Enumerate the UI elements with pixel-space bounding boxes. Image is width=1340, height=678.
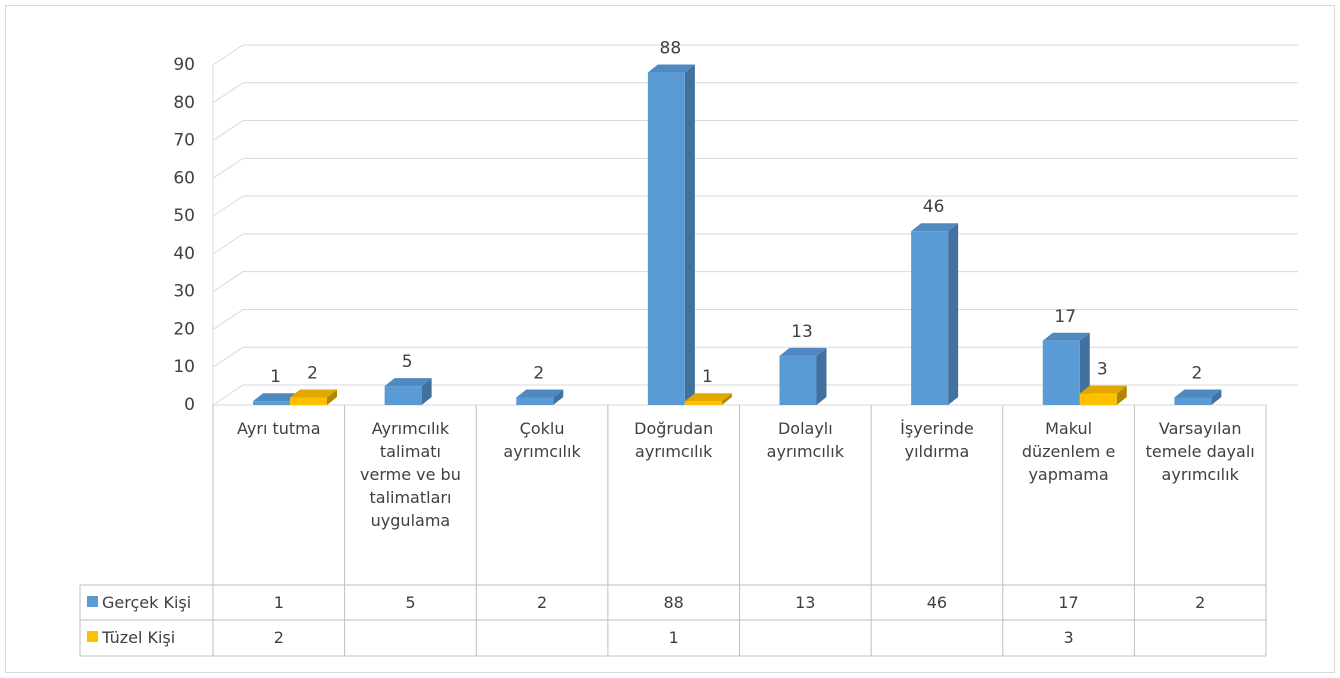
bar-side	[421, 378, 432, 405]
y-tick-label: 80	[173, 93, 195, 113]
grid-line	[212, 157, 1298, 179]
grid-line	[212, 233, 1298, 255]
bar-side	[1211, 389, 1222, 405]
grid-line	[212, 44, 1298, 66]
y-tick-label: 40	[173, 244, 195, 264]
bar-top	[911, 223, 959, 232]
x-tick-label: Varsayılan temele dayalı ayrımcılık	[1145, 419, 1255, 484]
bar	[647, 72, 685, 406]
bar	[1174, 397, 1212, 405]
bar-side	[948, 223, 959, 405]
grid-line	[212, 308, 1298, 330]
data-label: 13	[791, 322, 813, 342]
bar	[384, 386, 422, 405]
bar-top	[684, 393, 732, 402]
data-label: 88	[660, 39, 682, 59]
grid-line	[212, 195, 1298, 217]
table-value: 46	[926, 593, 948, 612]
y-tick-label: 70	[173, 131, 195, 151]
x-tick-label: Doğrudan ayrımcılık	[634, 419, 714, 461]
data-label: 2	[307, 363, 318, 383]
data-label: 5	[402, 352, 413, 372]
bar-top	[384, 378, 432, 387]
chart-border	[5, 5, 1335, 673]
y-tick-label: 10	[173, 357, 195, 377]
bar	[684, 401, 722, 405]
bar-side	[553, 389, 564, 405]
bar-top	[253, 393, 300, 402]
bar-side	[816, 347, 827, 405]
table-value: 5	[405, 593, 416, 612]
grid-line	[212, 384, 1298, 406]
grid-line	[212, 82, 1298, 104]
bar-top	[1042, 332, 1090, 341]
legend-label: Tüzel Kişi	[102, 628, 176, 647]
data-label: 1	[270, 367, 281, 387]
x-tick-label: Makul düzenlem e yapmama	[1021, 419, 1116, 484]
data-label: 2	[1191, 363, 1202, 383]
x-tick-label: Dolaylı ayrımcılık	[766, 419, 844, 461]
data-label: 46	[923, 197, 945, 217]
bar	[290, 397, 327, 405]
bar-top	[779, 347, 827, 356]
data-label: 2	[533, 363, 544, 383]
bar	[779, 355, 817, 405]
legend-label: Gerçek Kişi	[102, 593, 192, 612]
bar	[911, 231, 949, 405]
y-tick-label: 60	[173, 168, 195, 188]
data-label: 17	[1054, 307, 1076, 327]
legend-swatch	[87, 631, 98, 642]
grid-line	[212, 271, 1298, 293]
bar-top	[290, 389, 337, 398]
bar-top	[516, 389, 564, 398]
table-value: 1	[273, 593, 284, 612]
bar-top	[1174, 389, 1222, 398]
table-value: 1	[668, 628, 679, 647]
table-value: 3	[1063, 628, 1074, 647]
table-value: 13	[795, 593, 816, 612]
bar-side	[684, 64, 695, 406]
bar-side	[721, 393, 732, 405]
x-tick-label: Ayrı tutma	[237, 419, 321, 438]
data-label: 1	[702, 367, 713, 387]
grid-line	[212, 120, 1298, 141]
table-value: 17	[1058, 593, 1079, 612]
bar-side	[1079, 332, 1090, 405]
bar-top	[1079, 385, 1127, 394]
bar	[253, 401, 290, 405]
table-value: 88	[663, 593, 684, 612]
x-tick-label: Çoklu ayrımcılık	[503, 419, 581, 461]
bar	[1079, 393, 1117, 405]
grid-line	[212, 346, 1298, 368]
bar-side	[327, 389, 337, 405]
bar-top	[647, 64, 695, 73]
y-tick-label: 20	[173, 319, 195, 339]
y-tick-label: 50	[173, 206, 195, 226]
bar	[1042, 340, 1080, 405]
bar-side	[1116, 385, 1127, 405]
bar	[516, 397, 554, 405]
data-label: 3	[1097, 360, 1108, 380]
x-tick-label: İşyerinde yıldırma	[900, 419, 974, 461]
y-tick-label: 0	[184, 395, 195, 415]
table-value: 2	[273, 628, 284, 647]
table-value: 2	[536, 593, 548, 612]
y-tick-label: 30	[173, 282, 195, 302]
x-tick-label: Ayrımcılık talimatı verme ve bu talimatl…	[360, 419, 461, 530]
y-tick-label: 90	[173, 55, 195, 75]
table-value: 2	[1195, 593, 1206, 612]
legend-swatch	[87, 596, 98, 607]
